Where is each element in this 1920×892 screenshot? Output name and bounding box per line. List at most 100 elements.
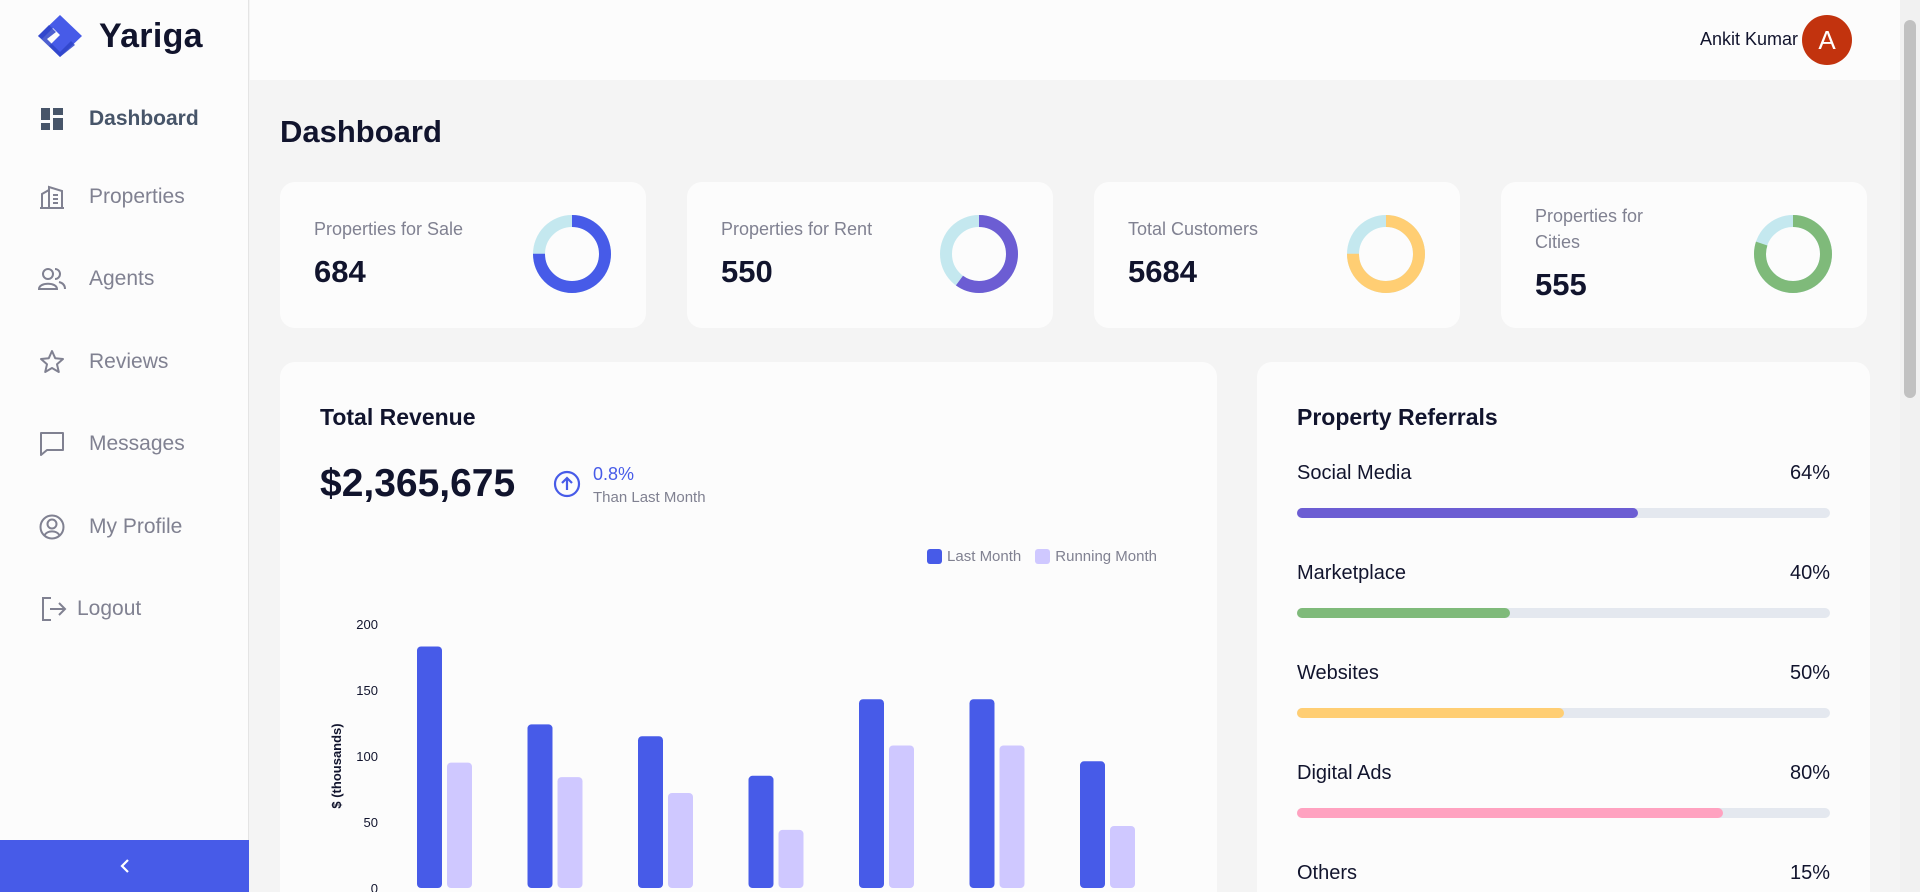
bar-running-month[interactable] <box>1110 825 1135 888</box>
donut-chart <box>1754 215 1832 293</box>
stat-card-properties-cities: Properties for Cities 555 <box>1501 182 1867 328</box>
revenue-title: Total Revenue <box>320 404 476 430</box>
bar-last-month[interactable] <box>859 699 884 888</box>
user-name: Ankit Kumar <box>1699 29 1798 49</box>
referral-percent: 50% <box>1789 662 1830 684</box>
revenue-value: $2,365,675 <box>320 462 516 505</box>
referral-row-social-media: Social Media 64% <box>1297 462 1830 522</box>
referral-percent: 64% <box>1789 462 1830 484</box>
people-icon <box>38 265 66 293</box>
progress-track <box>1297 808 1830 818</box>
sidebar-item-properties[interactable]: Properties <box>0 167 249 227</box>
legend-swatch <box>1035 549 1051 564</box>
progress-track <box>1297 508 1830 518</box>
yariga-logo-icon <box>38 15 82 57</box>
progress-track <box>1297 608 1830 618</box>
app-logo[interactable]: Yariga <box>35 12 203 60</box>
referral-name: Websites <box>1297 662 1379 684</box>
logout-icon <box>40 595 68 623</box>
legend-item-last-month[interactable]: Last Month <box>927 548 1021 565</box>
sidebar-item-label: Agents <box>89 267 155 290</box>
referrals-title: Property Referrals <box>1297 404 1498 430</box>
referral-percent: 80% <box>1789 762 1830 784</box>
logout-label: Logout <box>77 597 142 620</box>
chat-icon <box>38 430 66 458</box>
bar-running-month[interactable] <box>778 829 804 888</box>
bar-running-month[interactable] <box>668 792 693 888</box>
stat-card-properties-rent: Properties for Rent 550 <box>687 182 1053 328</box>
legend-swatch <box>927 549 943 564</box>
y-tick-label: 100 <box>356 749 378 764</box>
bar-last-month[interactable] <box>1080 761 1105 888</box>
progress-fill <box>1297 608 1511 618</box>
legend-item-running-month[interactable]: Running Month <box>1035 548 1157 565</box>
referral-name: Others <box>1297 862 1358 884</box>
page-scrollbar[interactable] <box>1900 0 1920 892</box>
arrow-up-circle-icon <box>553 470 581 498</box>
progress-fill <box>1297 708 1564 718</box>
donut-fill <box>1347 215 1425 293</box>
legend-label: Running Month <box>1055 548 1157 565</box>
bar-running-month[interactable] <box>999 745 1025 888</box>
stat-value: 684 <box>314 254 366 289</box>
building-icon <box>38 183 66 211</box>
bar-last-month[interactable] <box>638 736 663 888</box>
referral-name: Marketplace <box>1297 562 1406 584</box>
total-revenue-card: Total Revenue $2,365,675 0.8% Than Last … <box>280 362 1217 892</box>
stat-label: Properties for Cities <box>1535 206 1644 252</box>
y-tick-label: 0 <box>371 881 378 892</box>
referral-name: Social Media <box>1297 462 1412 484</box>
referral-row-others: Others 15% <box>1297 862 1830 892</box>
trend-percentage: 0.8% <box>593 464 635 484</box>
referral-row-marketplace: Marketplace 40% <box>1297 562 1830 622</box>
scrollbar-thumb[interactable] <box>1904 20 1916 398</box>
sidebar-item-label: Messages <box>89 432 185 455</box>
bar-last-month[interactable] <box>969 699 995 888</box>
stat-label: Total Customers <box>1128 219 1259 239</box>
property-referrals-card: Property Referrals Social Media 64% Mark… <box>1257 362 1870 892</box>
donut-fill <box>1754 215 1832 293</box>
collapse-sidebar-button[interactable] <box>0 840 249 892</box>
profile-icon <box>38 513 66 541</box>
referral-row-digital-ads: Digital Ads 80% <box>1297 762 1830 822</box>
bar-last-month[interactable] <box>748 775 774 888</box>
trend-caption: Than Last Month <box>593 489 706 506</box>
referral-name: Digital Ads <box>1297 762 1392 784</box>
y-tick-label: 50 <box>364 815 378 830</box>
sidebar-item-label: Dashboard <box>89 107 199 130</box>
top-header: Ankit Kumar A <box>250 0 1900 80</box>
stat-value: 550 <box>721 254 773 289</box>
avatar[interactable]: A <box>1802 15 1852 65</box>
bar-last-month[interactable] <box>417 646 442 888</box>
stat-value: 555 <box>1535 267 1587 302</box>
sidebar-item-my-profile[interactable]: My Profile <box>0 497 249 557</box>
progress-fill <box>1297 508 1639 518</box>
logout-button[interactable]: Logout <box>0 579 249 639</box>
chevron-left-icon <box>119 859 129 873</box>
bar-last-month[interactable] <box>527 724 553 888</box>
stat-card-total-customers: Total Customers 5684 <box>1094 182 1460 328</box>
y-tick-label: 200 <box>356 617 378 632</box>
stat-value: 5684 <box>1128 254 1197 289</box>
donut-fill <box>940 215 1018 293</box>
star-icon <box>38 348 66 376</box>
sidebar-item-messages[interactable]: Messages <box>0 414 249 474</box>
bar-running-month[interactable] <box>557 777 583 888</box>
sidebar: Yariga Dashboard Properties Agents Revie… <box>0 0 249 892</box>
bar-running-month[interactable] <box>889 745 914 888</box>
referral-row-websites: Websites 50% <box>1297 662 1830 722</box>
y-axis-label: $ (thousands) <box>329 723 344 808</box>
donut-chart <box>1347 215 1425 293</box>
chart-legend: Last Month Running Month <box>913 548 1157 565</box>
dashboard-icon <box>38 105 66 133</box>
referral-percent: 15% <box>1789 862 1830 884</box>
bar-running-month[interactable] <box>447 762 472 888</box>
sidebar-item-dashboard[interactable]: Dashboard <box>0 89 249 149</box>
donut-fill <box>533 215 611 293</box>
revenue-bar-chart: 0 50 100 150 200 $ (thousands) <box>329 617 1135 892</box>
sidebar-item-reviews[interactable]: Reviews <box>0 332 249 392</box>
sidebar-item-label: My Profile <box>89 515 183 538</box>
sidebar-item-agents[interactable]: Agents <box>0 249 249 309</box>
stat-card-properties-sale: Properties for Sale 684 <box>280 182 646 328</box>
app-name: Yariga <box>99 16 203 55</box>
